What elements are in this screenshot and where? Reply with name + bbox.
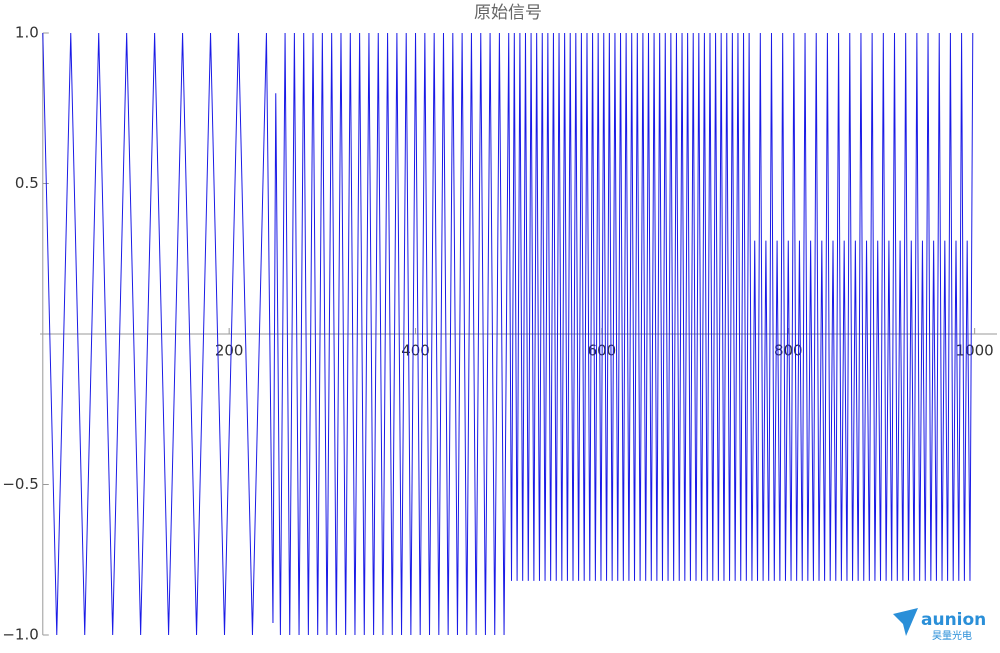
watermark-brand: aunion (921, 610, 986, 630)
watermark: aunion 昊量光电 (893, 608, 986, 642)
signal-line (42, 32, 974, 636)
logo-icon (893, 608, 918, 636)
y-tick-label: 0.5 (15, 174, 39, 192)
watermark-subtitle: 昊量光电 (932, 629, 972, 642)
x-tick-label: 1000 (956, 342, 994, 360)
y-tick-label: −1.0 (2, 626, 38, 644)
x-tick-label: 400 (401, 342, 430, 360)
y-tick-label: −0.5 (2, 475, 38, 493)
y-tick-label: 1.0 (15, 24, 39, 42)
x-tick-label: 200 (215, 342, 244, 360)
chart-title: 原始信号 (474, 3, 542, 23)
